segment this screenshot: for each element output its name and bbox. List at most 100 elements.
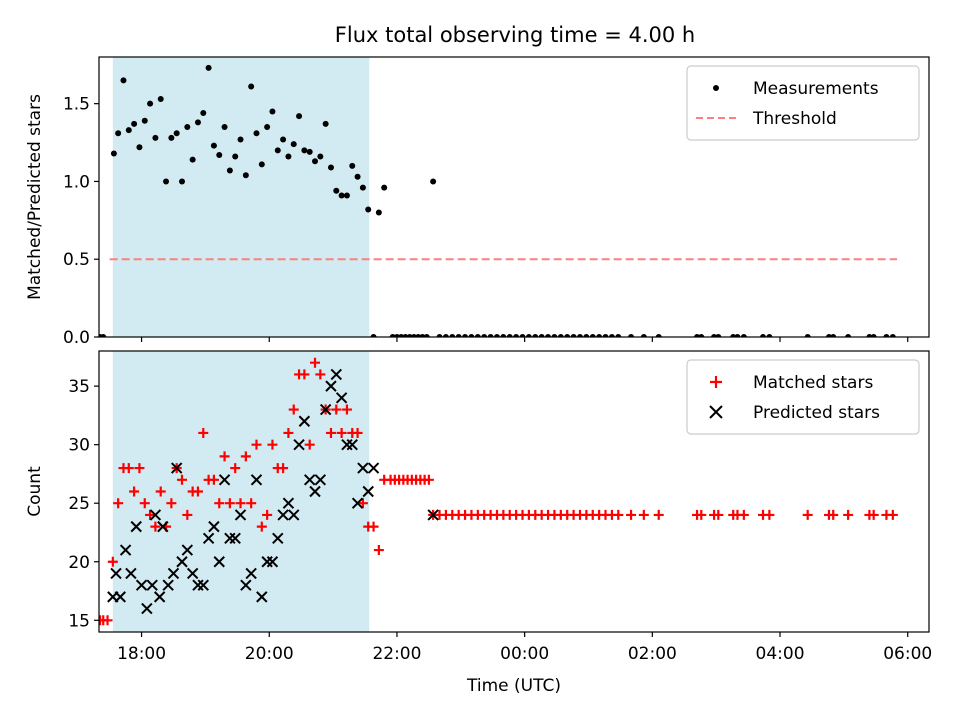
matched-point (613, 509, 624, 520)
legend-label: Predicted stars (753, 403, 880, 423)
y-tick-label: 30 (68, 436, 90, 456)
measurement-point (248, 83, 255, 90)
x-tick-label: 06:00 (883, 644, 932, 664)
measurement-point (551, 334, 558, 337)
matched-point (166, 498, 177, 509)
measurement-point (141, 117, 148, 124)
x-tick-label: 22:00 (372, 644, 421, 664)
x-tick-label: 20:00 (245, 644, 294, 664)
measurement-point (253, 130, 260, 137)
measurement-point (557, 334, 564, 337)
predicted-point (293, 438, 305, 451)
matched-point (145, 509, 156, 520)
measurement-point (576, 334, 583, 337)
plot-area (99, 357, 898, 626)
measurement-point (205, 64, 212, 71)
x-tick-label: 02:00 (628, 644, 677, 664)
shaded-observing-span (112, 351, 370, 632)
matched-point (802, 509, 813, 520)
measurement-point (359, 184, 366, 191)
measurement-point (589, 334, 596, 337)
matched-point (150, 521, 161, 532)
matched-point (304, 439, 315, 450)
legend-frame (686, 65, 920, 141)
measurement-point (232, 153, 239, 160)
measurement-point (125, 127, 132, 134)
measurement-point (493, 334, 500, 337)
matched-point (626, 509, 637, 520)
matched-point (198, 427, 209, 438)
predicted-point (288, 509, 300, 521)
matched-point (764, 509, 775, 520)
matched-point (192, 486, 203, 497)
measurement-point (163, 178, 170, 185)
measurement-point (242, 172, 249, 179)
measurement-point (343, 192, 350, 199)
matched-point (246, 498, 257, 509)
measurement-point (481, 334, 488, 337)
predicted-point (309, 485, 321, 498)
matched-point (288, 404, 299, 415)
measurement-point (301, 147, 308, 154)
measurement-point (210, 142, 217, 149)
series-matched-stars (99, 357, 898, 626)
matched-point (113, 498, 124, 509)
measurement-point (715, 334, 722, 337)
matched-point (357, 498, 368, 509)
predicted-point (367, 462, 380, 474)
measurement-point (570, 334, 577, 337)
matched-point (887, 509, 898, 520)
matched-point (107, 556, 118, 567)
matched-point (262, 509, 273, 520)
predicted-point (208, 520, 220, 533)
measurement-point (200, 110, 207, 116)
matched-point (368, 521, 379, 532)
predicted-point (314, 474, 327, 486)
measurement-point (698, 334, 705, 337)
measurement-point (740, 334, 747, 337)
series-predicted-stars (107, 368, 439, 615)
measurement-point (157, 96, 164, 102)
predicted-point (149, 509, 162, 521)
measurement-point (237, 136, 244, 143)
matched-point (208, 474, 219, 485)
matched-point (256, 521, 267, 532)
matched-point (139, 498, 150, 509)
measurement-point (830, 334, 837, 337)
series-measurements (99, 64, 896, 337)
measurement-point (500, 334, 507, 337)
matched-point (341, 404, 352, 415)
matched-point (129, 486, 140, 497)
measurement-point (189, 156, 196, 163)
predicted-point (319, 403, 332, 416)
predicted-point (357, 462, 369, 474)
measurement-point (115, 130, 122, 137)
y-axis-label: Matched/Predicted stars (25, 94, 45, 300)
measurement-point (269, 108, 276, 115)
predicted-point (303, 474, 316, 486)
matched-point (868, 509, 879, 520)
predicted-point (240, 579, 252, 591)
legend-x-icon (709, 405, 723, 419)
measurement-point (216, 152, 223, 158)
predicted-point (157, 520, 169, 533)
matched-point (134, 463, 145, 474)
predicted-point (162, 579, 174, 591)
matched-point (267, 439, 278, 450)
matched-point (310, 357, 321, 368)
y-axis-label: Count (25, 466, 45, 517)
y-tick-label: 0.5 (63, 250, 90, 270)
matched-point (843, 509, 854, 520)
measurement-point (375, 209, 382, 216)
measurement-point (628, 334, 635, 337)
predicted-point (266, 556, 279, 568)
predicted-point (277, 509, 289, 521)
predicted-point (256, 591, 268, 603)
measurement-point (365, 206, 372, 213)
matched-point (219, 451, 230, 462)
measurement-point (381, 184, 388, 191)
measurement-point (462, 334, 469, 337)
measurement-point (221, 124, 228, 130)
measurement-point (519, 334, 526, 337)
matched-point (336, 427, 347, 438)
